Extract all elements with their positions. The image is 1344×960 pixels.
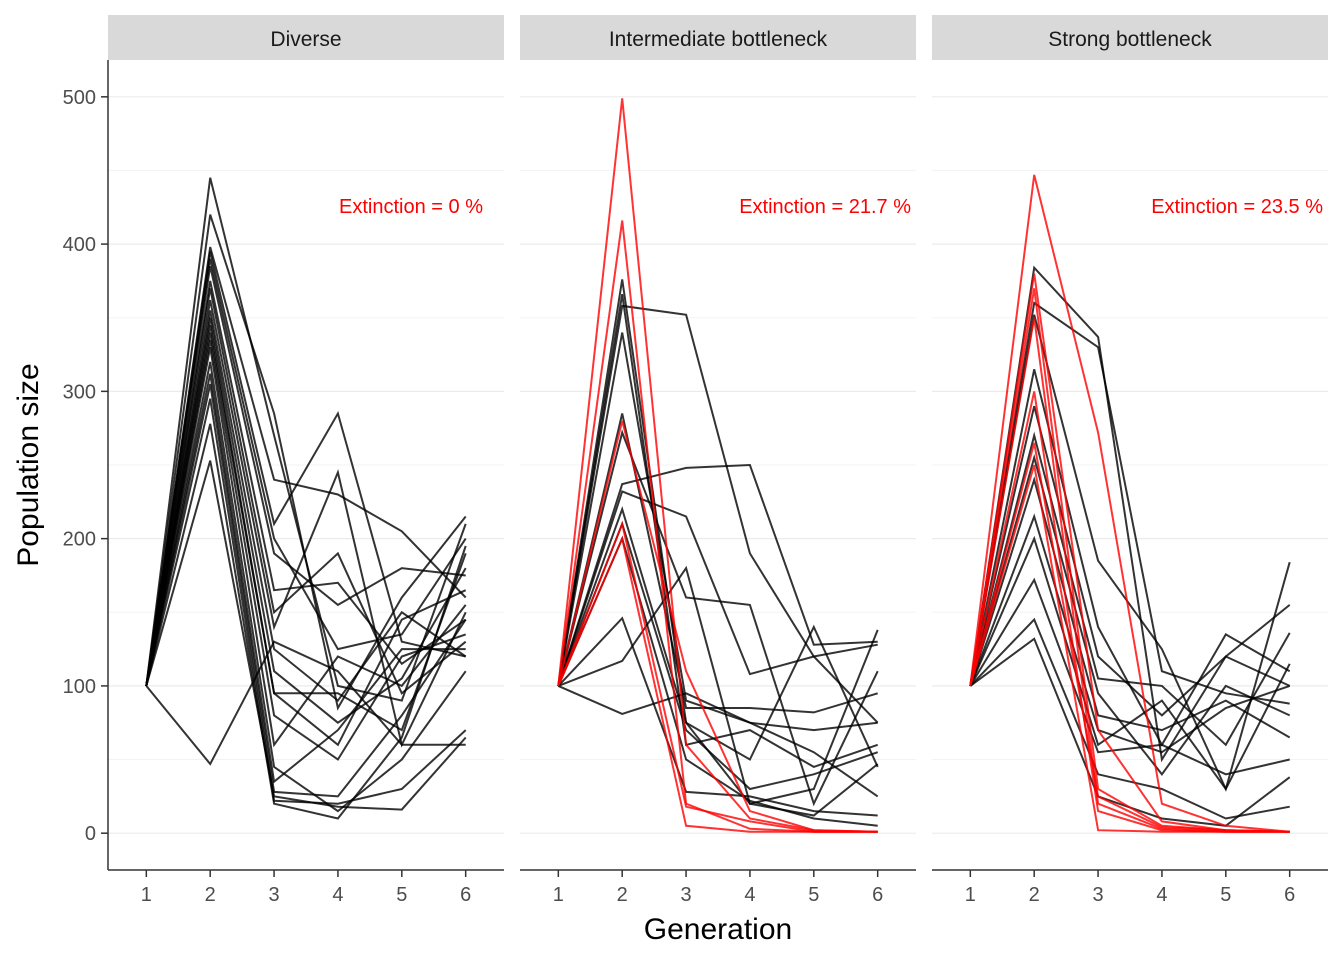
y-tick-label: 100 bbox=[63, 676, 96, 698]
x-tick-label: 1 bbox=[965, 884, 976, 906]
y-axis: 0 100 200 300 400 500 bbox=[63, 60, 109, 870]
extinction-annotation-intermediate-bottleneck: Extinction = 21.7 % bbox=[739, 196, 911, 218]
series-line-survived bbox=[969, 513, 1291, 754]
series-line-survived bbox=[145, 339, 467, 761]
series-lines-strong-bottleneck bbox=[969, 174, 1291, 833]
series-line-survived bbox=[557, 304, 879, 724]
x-ticks-diverse: 1 2 3 4 5 6 bbox=[108, 869, 504, 906]
series-lines-diverse bbox=[145, 177, 467, 820]
x-tick-label: 4 bbox=[332, 884, 343, 906]
series-line-survived bbox=[145, 332, 467, 747]
series-line-survived bbox=[145, 317, 467, 724]
series-line-survived bbox=[969, 405, 1291, 717]
extinction-annotation-strong-bottleneck: Extinction = 23.5 % bbox=[1151, 196, 1323, 218]
series-line-survived bbox=[557, 565, 879, 817]
x-ticks-strong-bottleneck: 1 2 3 4 5 6 bbox=[932, 869, 1328, 906]
series-line-survived bbox=[145, 460, 467, 811]
series-line-survived bbox=[969, 577, 1290, 776]
x-tick-label: 3 bbox=[269, 884, 280, 906]
series-line-survived bbox=[969, 453, 1291, 776]
series-line-survived bbox=[969, 301, 1290, 705]
x-tick-label: 2 bbox=[205, 884, 216, 906]
x-tick-label: 3 bbox=[681, 884, 692, 906]
x-tick-label: 4 bbox=[1156, 884, 1167, 906]
strip-diverse bbox=[108, 15, 504, 60]
series-line-extinct bbox=[557, 420, 878, 833]
extinction-annotation-diverse: Extinction = 0 % bbox=[339, 196, 483, 218]
panel-strong-bottleneck: Strong bottleneck Extinction = 23.5 % 1 2… bbox=[932, 15, 1328, 906]
panel-diverse: Diverse Extinction = 0 % 1 2 3 4 5 6 bbox=[108, 15, 504, 906]
series-line-extinct bbox=[557, 535, 878, 833]
strip-title-intermediate-bottleneck: Intermediate bottleneck bbox=[609, 28, 828, 51]
series-line-survived bbox=[145, 299, 467, 748]
x-tick-label: 3 bbox=[1093, 884, 1104, 906]
strip-title-strong-bottleneck: Strong bottleneck bbox=[1048, 28, 1212, 51]
strip-strong-bottleneck bbox=[932, 15, 1328, 60]
series-line-extinct bbox=[969, 464, 1290, 833]
x-tick-label: 1 bbox=[553, 884, 564, 906]
strip-intermediate-bottleneck bbox=[520, 15, 916, 60]
series-line-extinct bbox=[969, 391, 1290, 833]
panel-intermediate-bottleneck: Intermediate bottleneck Extinction = 21.… bbox=[520, 15, 916, 906]
series-line-survived bbox=[145, 288, 467, 695]
x-tick-label: 5 bbox=[1220, 884, 1231, 906]
series-line-survived bbox=[145, 280, 467, 687]
series-line-survived bbox=[969, 535, 1291, 791]
x-tick-label: 4 bbox=[744, 884, 755, 906]
y-axis-title: Population size bbox=[12, 363, 45, 566]
series-line-survived bbox=[557, 506, 879, 805]
x-tick-label: 2 bbox=[617, 884, 628, 906]
series-line-survived bbox=[145, 373, 466, 784]
series-lines-intermediate-bottleneck bbox=[557, 98, 879, 833]
series-line-survived bbox=[557, 616, 878, 817]
x-tick-label: 5 bbox=[396, 884, 407, 906]
series-line-extinct bbox=[557, 520, 878, 833]
y-tick-label: 0 bbox=[85, 823, 96, 845]
series-line-extinct bbox=[969, 174, 1290, 833]
series-line-survived bbox=[145, 310, 467, 703]
series-line-survived bbox=[145, 423, 467, 820]
x-tick-label: 6 bbox=[1284, 884, 1295, 906]
x-tick-label: 1 bbox=[141, 884, 152, 906]
series-line-survived bbox=[145, 640, 466, 766]
series-line-survived bbox=[557, 490, 878, 687]
x-tick-label: 5 bbox=[808, 884, 819, 906]
series-line-survived bbox=[557, 684, 879, 798]
x-tick-label: 2 bbox=[1029, 884, 1040, 906]
series-line-survived bbox=[145, 347, 467, 748]
series-line-survived bbox=[557, 429, 879, 807]
series-line-survived bbox=[969, 431, 1291, 747]
series-line-survived bbox=[557, 294, 879, 768]
series-line-survived bbox=[145, 214, 467, 711]
y-tick-label: 400 bbox=[63, 234, 96, 256]
series-line-survived bbox=[557, 463, 878, 687]
series-line-survived bbox=[557, 279, 879, 768]
series-line-survived bbox=[145, 383, 467, 798]
strip-title-diverse: Diverse bbox=[270, 28, 341, 51]
series-line-extinct bbox=[969, 442, 1290, 833]
y-tick-label: 200 bbox=[63, 529, 96, 551]
y-tick-label: 300 bbox=[63, 381, 96, 403]
series-line-survived bbox=[557, 332, 878, 732]
x-ticks-intermediate-bottleneck: 1 2 3 4 5 6 bbox=[520, 869, 916, 906]
x-axis-title: Generation bbox=[644, 913, 792, 946]
series-line-survived bbox=[145, 265, 466, 687]
x-tick-label: 6 bbox=[872, 884, 883, 906]
y-tick-label: 500 bbox=[63, 87, 96, 109]
x-tick-label: 6 bbox=[460, 884, 471, 906]
